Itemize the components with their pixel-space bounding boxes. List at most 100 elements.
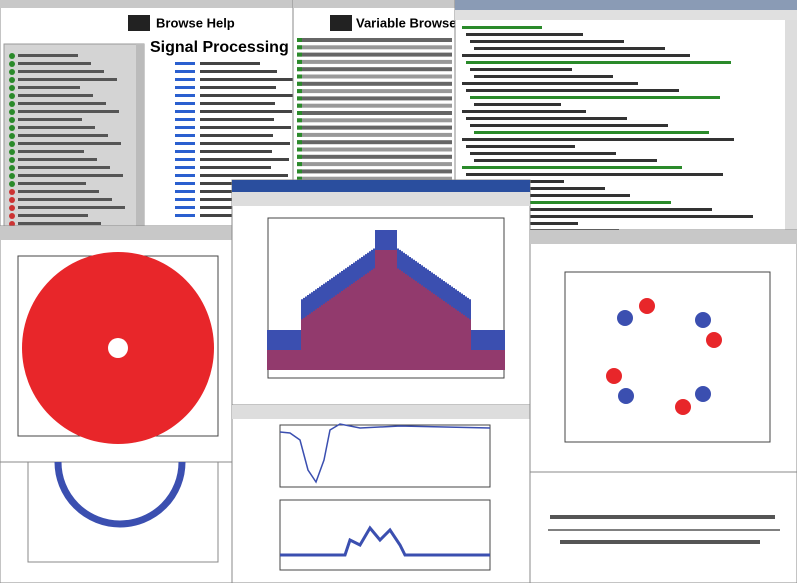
tree-item [18,70,104,73]
tree-item [18,142,121,145]
help-line [200,70,277,73]
tree-bullet [9,61,15,67]
help-line [175,62,195,65]
help-line [200,142,290,145]
tree-bullet [9,173,15,179]
help-line [175,166,195,169]
var-row [297,53,452,57]
help-line [200,158,289,161]
cluster [618,388,634,404]
var-row [297,148,452,152]
filter-window [232,405,530,583]
cluster [639,298,655,314]
desktop-collage: Browse Help Signal Processing tc Variabl… [0,0,797,583]
code-line [466,145,575,148]
var-row [297,67,452,71]
tree-item [18,134,108,137]
cluster [706,332,722,348]
var-row [297,155,452,159]
var-icon [297,45,302,49]
tree-bullet [9,205,15,211]
cluster [606,368,622,384]
code-line [462,138,734,141]
help-line [175,134,195,137]
var-row [297,140,452,144]
help-line [175,126,195,129]
code-line [470,124,668,127]
tree-bullet [9,85,15,91]
var-row [297,169,452,173]
tree-item [18,94,93,97]
var-icon [297,126,302,130]
tree-item [18,118,82,121]
var-icon [297,67,302,71]
code-line [462,26,542,29]
tree-item [18,150,84,153]
tree-item [18,190,99,193]
constellation-window [530,230,797,472]
help-icon [128,15,150,31]
help-line [200,166,271,169]
var-row [297,133,452,137]
var-row [297,118,452,122]
tree-item [18,158,97,161]
code-line [462,54,690,57]
help-line [175,110,195,113]
code-line [466,61,731,64]
tree-item [18,166,110,169]
formula-window [530,472,797,583]
tree-item [18,86,80,89]
var-icon [297,89,302,93]
tree-item [18,182,86,185]
var-icon [297,155,302,159]
code-line [474,75,613,78]
help-line [175,158,195,161]
help-line [200,174,288,177]
var-row [297,162,452,166]
help-line [200,134,273,137]
help-line [200,78,294,81]
help-line [200,62,260,65]
cluster [617,310,633,326]
code-line [474,159,657,162]
tree-bullet [9,181,15,187]
help-line [175,198,195,201]
code-line [466,89,679,92]
var-icon [297,162,302,166]
tree-bullet [9,165,15,171]
var-row [297,75,452,79]
var-icon [297,60,302,64]
code-line [466,117,627,120]
var-icon [297,133,302,137]
tree-item [18,78,117,81]
code-line [462,82,638,85]
help-line [200,102,275,105]
help-line [200,118,274,121]
var-icon [297,118,302,122]
spectrum-window [232,180,530,410]
help-line [175,78,195,81]
tree-item [18,62,91,65]
help-line [175,190,195,193]
help-line [175,142,195,145]
help-line [175,174,195,177]
help-line [200,126,291,129]
var-icon [297,53,302,57]
variable-window: Variable Browser [293,0,462,186]
help-line [175,214,195,217]
var-row [297,89,452,93]
tree-bullet [9,133,15,139]
tree-bullet [9,101,15,107]
help-line [200,150,272,153]
tree-bullet [9,197,15,203]
tree-item [18,174,123,177]
var-icon [297,38,302,42]
variable-title: Variable Browser [356,15,462,30]
var-icon [297,169,302,173]
var-icon [297,140,302,144]
help-heading: Signal Processing tc [150,39,307,56]
tree-bullet [9,125,15,131]
help-line [175,86,195,89]
help-line [200,86,276,89]
tree-bullet [9,93,15,99]
